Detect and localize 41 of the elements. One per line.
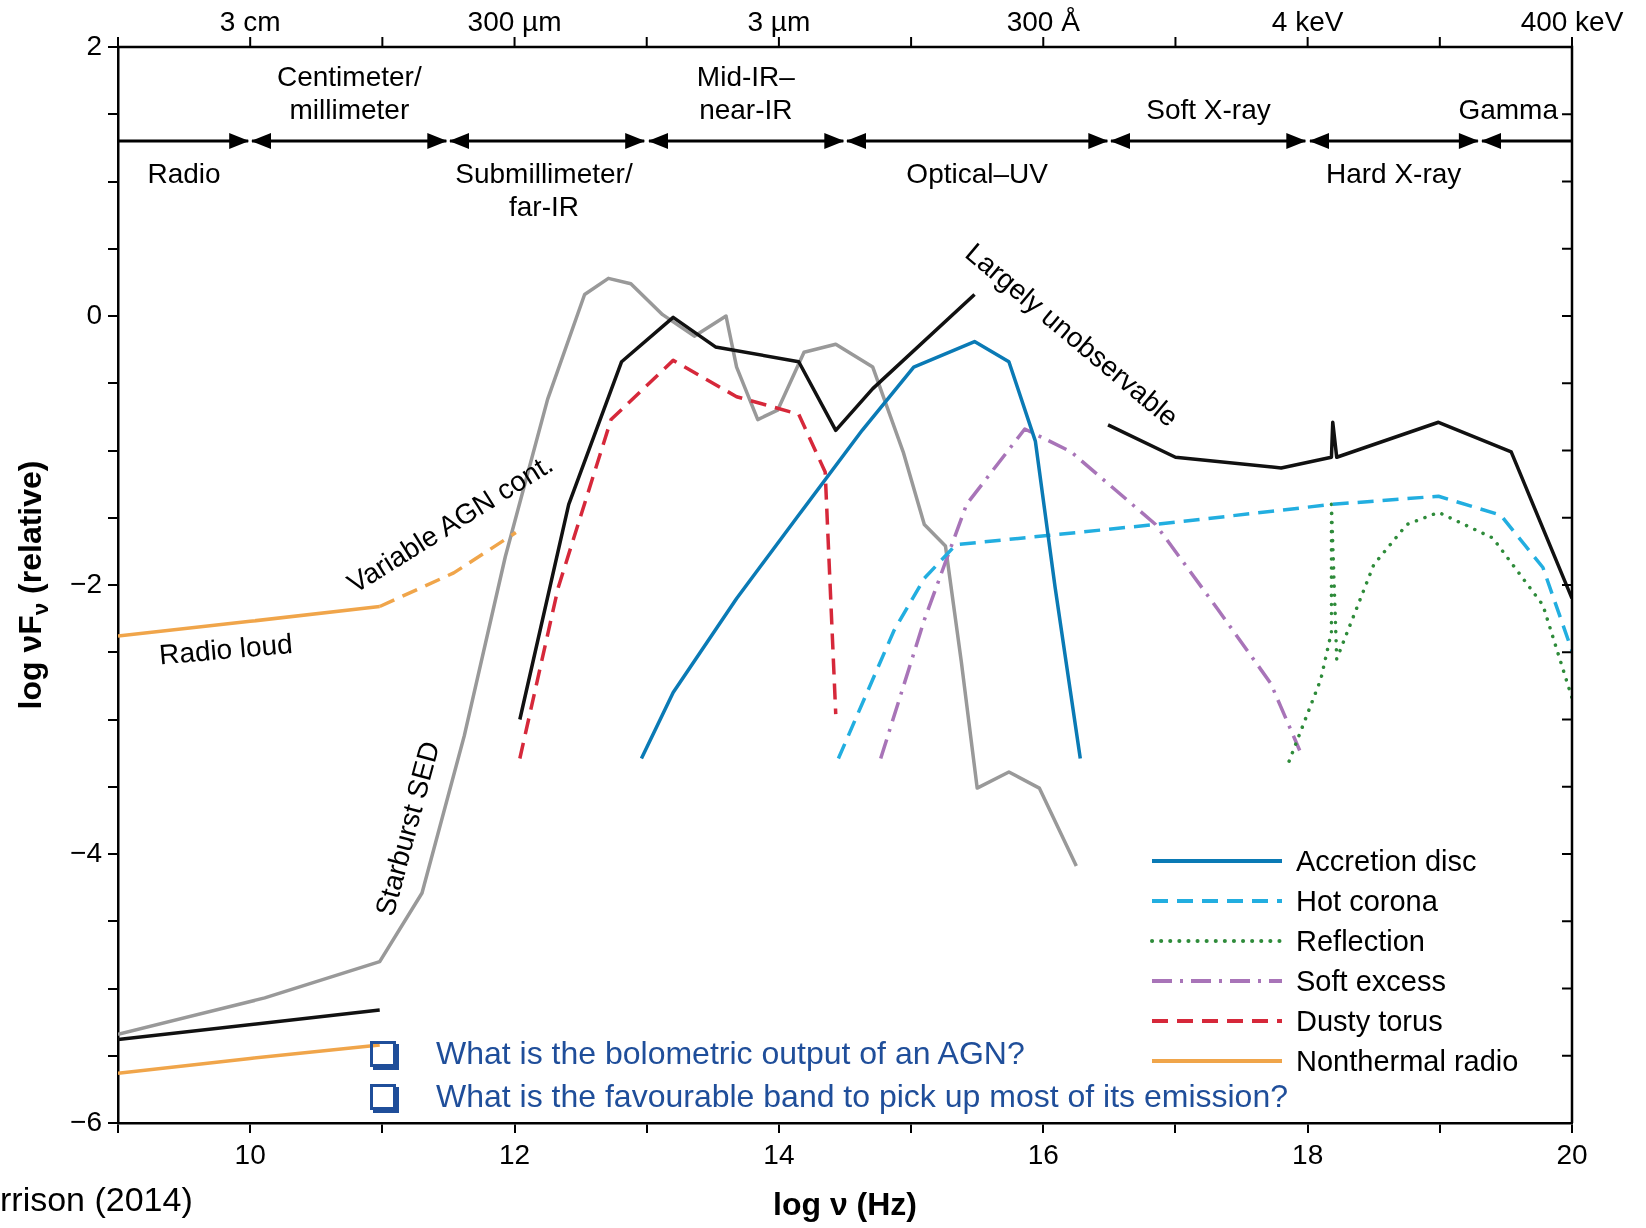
line-series (1287, 502, 1572, 763)
legend-label: Hot corona (1296, 885, 1439, 917)
text: 300 µm (467, 6, 562, 37)
line-series (878, 427, 1302, 761)
annotation: Submillimeter/far-IR (455, 157, 633, 222)
y-tick-label: 0 (86, 298, 102, 330)
legend-label: Nonthermal radio (1296, 1045, 1519, 1077)
annotation: Starburst SED (369, 738, 446, 919)
annotation: Gamma (1458, 93, 1559, 125)
legend-label: Soft excess (1296, 965, 1446, 997)
annotation: Radio loud (157, 627, 294, 671)
x-axis-title: log ν (Hz) (773, 1185, 917, 1222)
y-axis-title: log νFν (relative) (11, 460, 53, 710)
y-tick-label: −2 (70, 567, 102, 599)
annotation: What is the favourable band to pick up most of its emission? (436, 1077, 1288, 1116)
annotation: Optical–UV (906, 157, 1049, 189)
text: 3 cm (219, 6, 281, 37)
text: rrison (2014) (0, 1180, 193, 1219)
x-tick-label: 12 (498, 1138, 531, 1170)
legend-label: Dusty torus (1296, 1005, 1443, 1037)
x-tick-label: 14 (763, 1138, 795, 1170)
legend-label: Accretion disc (1296, 845, 1477, 877)
line-series (836, 494, 1572, 761)
x-tick-label: 16 (1027, 1138, 1059, 1170)
text: 300 Å (1006, 6, 1081, 37)
annotation: Soft X-ray (1146, 93, 1271, 125)
y-tick-label: −6 (70, 1105, 102, 1137)
annotation: Centimeter/millimeter (276, 60, 422, 125)
legend-label: Reflection (1296, 925, 1425, 957)
y-tick-label: −4 (70, 836, 102, 868)
annotation: Radio (147, 157, 221, 189)
text: 400 keV (1520, 6, 1624, 37)
text: 3 µm (747, 6, 811, 37)
x-tick-label: 20 (1556, 1138, 1588, 1170)
annotation: Hard X-ray (1325, 157, 1462, 189)
annotation: Mid-IR–near-IR (696, 60, 796, 125)
y-tick-label: 2 (86, 29, 102, 61)
text: 4 keV (1271, 6, 1344, 37)
x-tick-label: 18 (1292, 1138, 1324, 1170)
annotation: What is the bolometric output of an AGN? (436, 1034, 1025, 1073)
x-tick-label: 10 (234, 1138, 266, 1170)
